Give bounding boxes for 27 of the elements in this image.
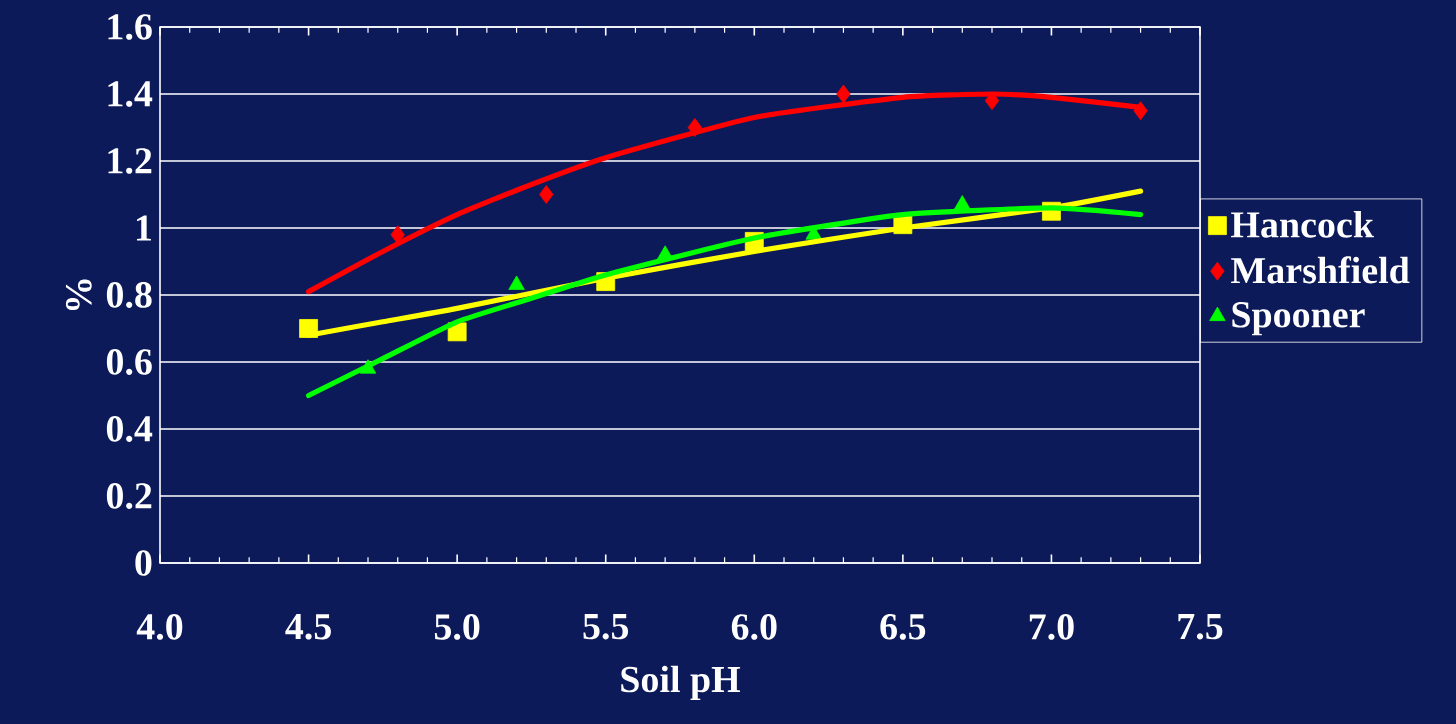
x-axis-title: Soil pH [621, 665, 741, 701]
y-axis-title: % [65, 279, 92, 311]
point [954, 195, 971, 210]
y-tick-label: 0 [135, 550, 152, 576]
x-tick-label: 4.5 [285, 614, 331, 640]
x-tick-label: 6.0 [731, 614, 777, 640]
y-tick-label: 0.4 [106, 416, 153, 442]
x-tick-label: 5.0 [434, 614, 480, 640]
x-tick-label: 6.5 [880, 614, 926, 640]
y-tick-label: 0.2 [106, 483, 152, 509]
y-tick-label: 0.8 [106, 282, 152, 308]
x-tick-label: 7.0 [1029, 614, 1074, 640]
y-tick-label: 1.6 [108, 14, 152, 40]
y-tick-label: 1 [136, 215, 151, 241]
y-tick-label: 0.6 [106, 349, 152, 375]
point [539, 185, 554, 204]
legend-label: Marshfield [1231, 256, 1410, 284]
point [508, 275, 525, 290]
y-tick-label: 1.4 [108, 81, 153, 107]
point [836, 84, 851, 104]
point [390, 225, 405, 245]
x-tick-label: 4.0 [136, 614, 183, 640]
x-tick-label: 7.5 [1178, 614, 1223, 640]
legend-label: Spooner [1232, 302, 1365, 336]
legend-label: Hancock [1231, 210, 1374, 238]
y-tick-label: 1.2 [108, 148, 152, 174]
x-tick-label: 5.5 [583, 614, 629, 640]
